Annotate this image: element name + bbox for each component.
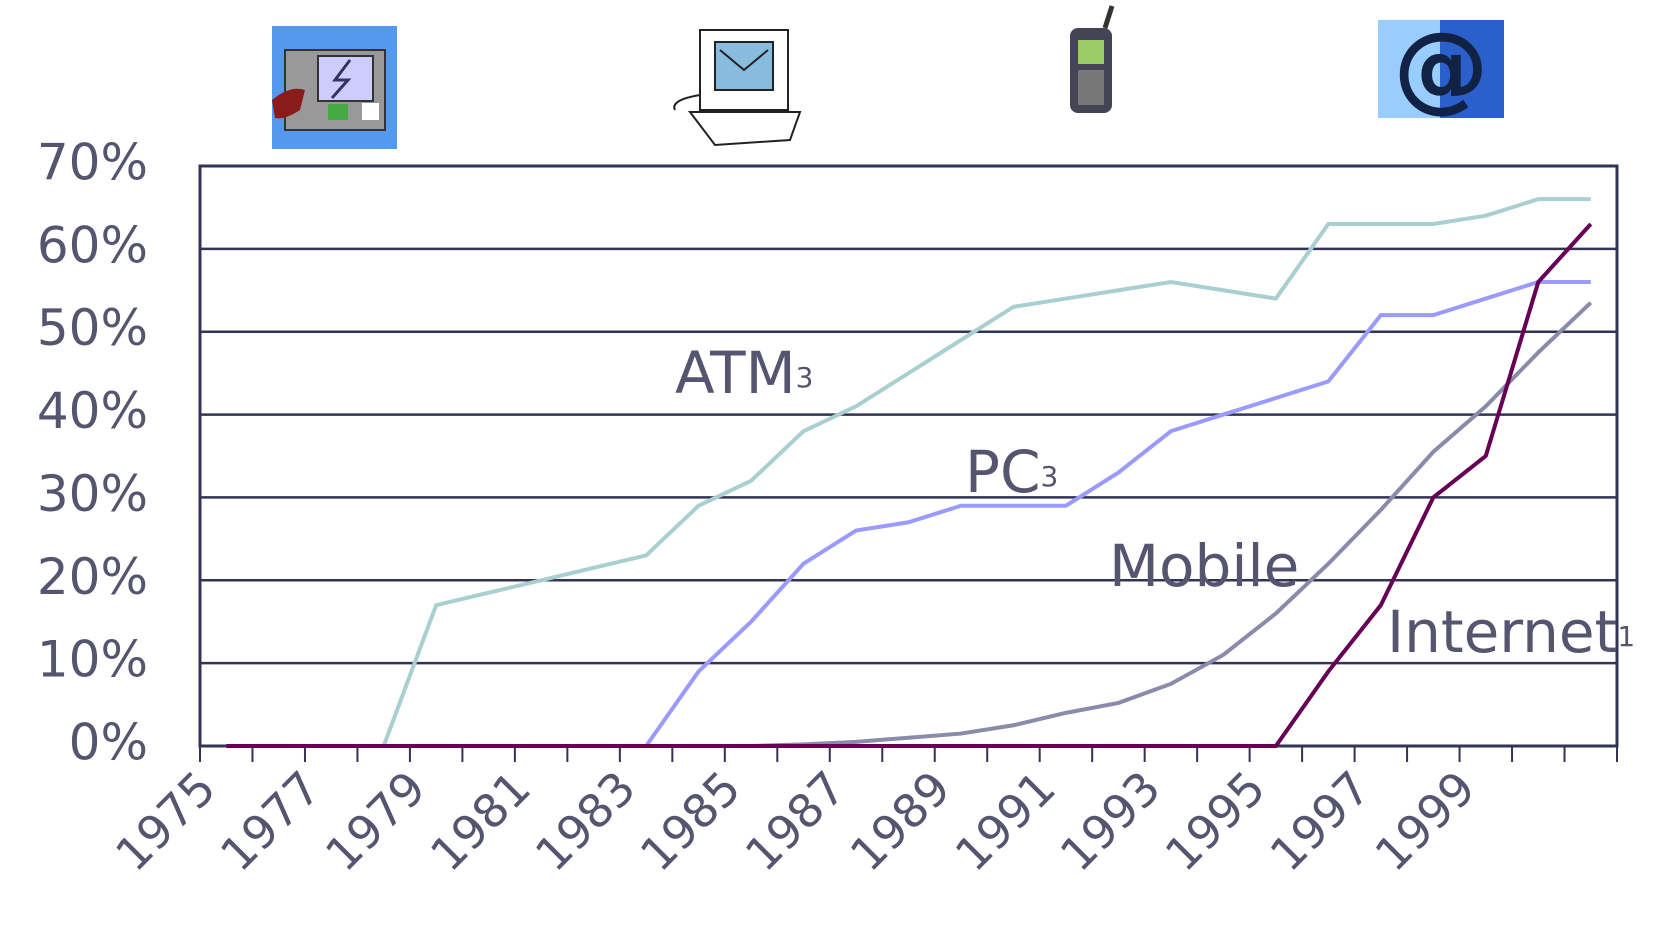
x-tick-label: 1977 [210,761,331,882]
series-line [226,280,1591,748]
series-label: ATM3 [675,339,813,407]
series-label: Internet1 [1387,598,1635,666]
icon-mobile [1070,5,1115,113]
at-symbol: @ [1394,13,1489,123]
series-line [226,197,1591,748]
x-tick-label: 1995 [1155,761,1276,882]
series-label-sup: 1 [1617,620,1635,653]
y-tick-label: 60% [37,216,148,274]
series-label-sup: 3 [796,361,814,394]
x-tick-label: 1991 [945,761,1066,882]
series-line [226,222,1593,748]
x-tick-label: 1979 [315,761,436,882]
y-tick-label: 30% [37,465,148,523]
series-label-text: ATM [675,339,796,407]
series-label-text: Internet [1387,598,1617,666]
series-label-sup: 3 [1040,460,1058,493]
x-tick-label: 1985 [630,761,751,882]
x-tick-label: 1987 [735,761,856,882]
series-label-text: Mobile [1109,532,1299,600]
y-tick-label: 0% [69,714,148,772]
x-tick-label: 1983 [525,761,646,882]
y-tick-label: 70% [37,134,148,192]
x-tick-label: 1981 [420,761,541,882]
x-tick-label: 1975 [105,761,226,882]
series-label-text: PC [965,438,1040,506]
series-line [226,301,1593,748]
icon-atm [272,26,397,149]
x-tick-label: 1997 [1260,761,1381,882]
icon-pc [673,29,802,147]
y-tick-label: 50% [37,299,148,357]
icon-internet: @ [1378,13,1504,123]
y-tick-label: 10% [37,631,148,689]
y-tick-label: 20% [37,548,148,606]
x-tick-label: 1989 [840,761,961,882]
x-tick-label: 1993 [1050,761,1171,882]
y-tick-label: 40% [37,382,148,440]
x-tick-label: 1999 [1365,761,1486,882]
series-label: Mobile [1109,532,1299,600]
series-label: PC3 [965,438,1058,506]
